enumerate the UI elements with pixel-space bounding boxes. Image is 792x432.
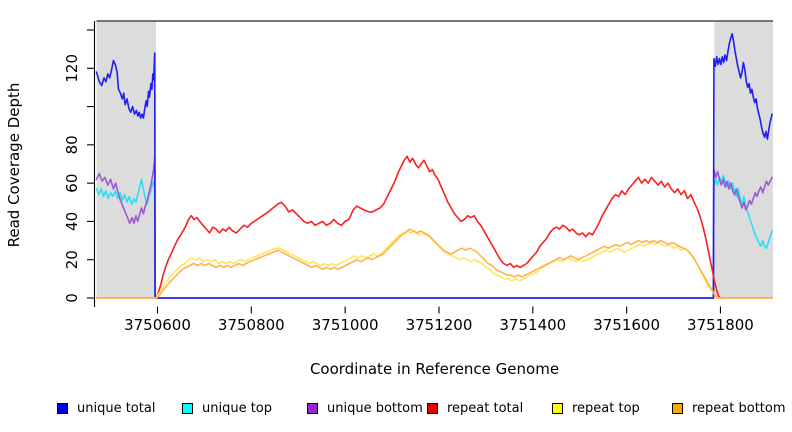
x-tick-label: 3751200: [406, 316, 473, 334]
y-tick-label: 80: [63, 135, 81, 154]
legend-swatch-repeat-bottom: [672, 402, 683, 414]
y-tick-label: 20: [63, 250, 81, 269]
x-tick-label: 3750600: [124, 316, 191, 334]
x-tick-label: 3751800: [687, 316, 754, 334]
legend-label: unique total: [77, 400, 156, 416]
y-tick-label: 40: [63, 212, 81, 231]
plot-area: 0 20 40 60 80 120 3750600 3750800 3751000 3751200…: [63, 20, 773, 334]
series-unique-total: [95, 32, 773, 299]
legend-item-repeat-total: repeat total: [427, 399, 523, 417]
series-unique-bottom: [95, 157, 773, 299]
x-tick-label: 3751400: [499, 316, 566, 334]
legend-label: unique bottom: [327, 400, 423, 416]
series-unique-top: [95, 174, 773, 299]
legend-label: unique top: [202, 400, 273, 416]
legend-item-unique-top: unique top: [182, 399, 272, 417]
shaded-region-0: [96, 21, 157, 299]
legend-item-unique-total: unique total: [57, 399, 155, 417]
y-tick-label: 0: [63, 293, 81, 303]
legend-swatch-unique-top: [182, 402, 193, 414]
y-tick-label: 60: [63, 174, 81, 193]
legend-label: repeat bottom: [692, 400, 786, 416]
legend-item-unique-bottom: unique bottom: [307, 399, 423, 417]
legend: unique total unique top unique bottom repea…: [0, 399, 792, 421]
legend-swatch-unique-total: [57, 402, 68, 414]
legend-label: repeat top: [572, 400, 640, 416]
x-tick-label: 3751000: [312, 316, 379, 334]
legend-item-repeat-top: repeat top: [552, 399, 640, 417]
x-axis-title: Coordinate in Reference Genome: [309, 360, 560, 378]
legend-item-repeat-bottom: repeat bottom: [672, 399, 786, 417]
legend-swatch-unique-bottom: [307, 402, 318, 414]
series-repeat-total: [95, 155, 773, 299]
legend-swatch-repeat-top: [552, 402, 563, 414]
legend-label: repeat total: [447, 400, 524, 416]
y-tick-label: 120: [63, 54, 81, 83]
x-tick-label: 3750800: [218, 316, 285, 334]
y-axis-title: Read Coverage Depth: [5, 82, 23, 248]
series-repeat-bottom: [95, 228, 773, 299]
x-tick-label: 3751600: [593, 316, 660, 334]
legend-swatch-repeat-total: [427, 402, 438, 414]
